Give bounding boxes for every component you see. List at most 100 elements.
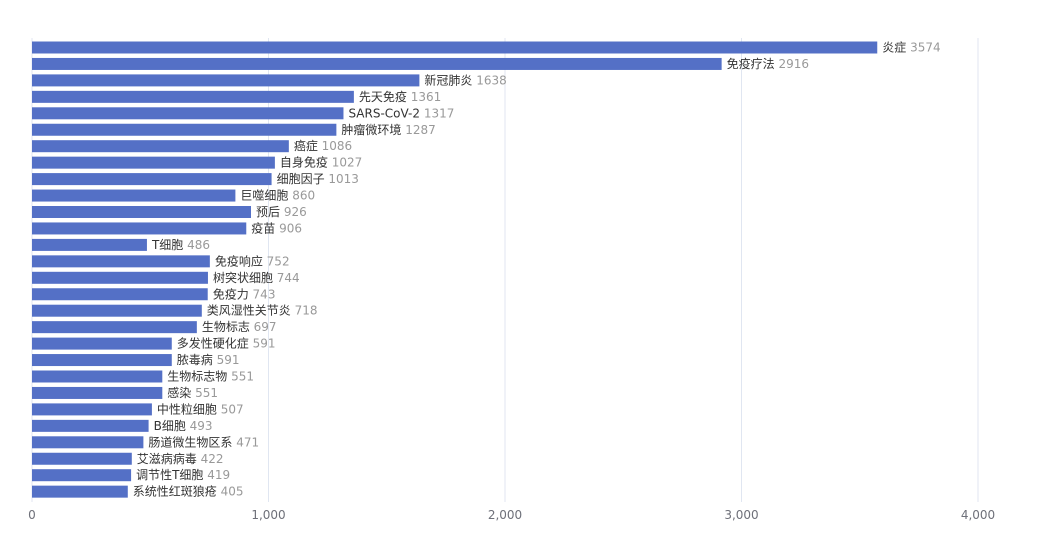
category-label: 类风湿性关节炎 <box>207 303 295 318</box>
bar[interactable] <box>32 354 172 367</box>
value-label: 752 <box>267 254 290 268</box>
bar-labels: 炎症 3574 免疫疗法 2916 新冠肺炎 1638 先天免疫 1361 SARS-C… <box>133 40 941 499</box>
bar[interactable] <box>32 255 210 268</box>
bar-label: SARS-CoV-2 1317 <box>348 106 454 120</box>
category-label: 巨噬细胞 <box>240 188 292 203</box>
bar[interactable] <box>32 304 202 317</box>
bar-label: 巨噬细胞 860 <box>240 188 315 203</box>
value-label: 1361 <box>411 90 442 104</box>
bar[interactable] <box>32 452 132 465</box>
category-label: 多发性硬化症 <box>177 336 253 351</box>
bar-label: 肠道微生物区系 471 <box>148 435 259 449</box>
value-label: 906 <box>279 221 302 235</box>
bar[interactable] <box>32 337 172 350</box>
bar-label: 自身免疫 1027 <box>280 155 362 170</box>
category-label: B细胞 <box>154 419 190 433</box>
category-label: 树突状细胞 <box>213 270 277 285</box>
bar-label: 预后 926 <box>256 205 307 219</box>
category-label: 脓毒病 <box>177 352 217 367</box>
category-label: 生物标志物 <box>167 370 231 384</box>
value-label: 1287 <box>405 123 436 137</box>
category-label: 预后 <box>256 205 284 219</box>
bar-label: T细胞 486 <box>151 238 210 252</box>
category-label: 生物标志 <box>202 320 254 334</box>
category-label: 调节性T细胞 <box>136 468 207 482</box>
bar-label: 调节性T细胞 419 <box>136 468 230 482</box>
category-label: 艾滋病病毒 <box>137 451 201 466</box>
value-label: 2916 <box>778 57 809 71</box>
value-label: 860 <box>292 189 315 203</box>
value-label: 1638 <box>476 73 507 87</box>
category-label: 新冠肺炎 <box>424 72 476 87</box>
category-label: 系统性红斑狼疮 <box>133 484 221 499</box>
x-tick-label: 0 <box>28 508 36 522</box>
bar[interactable] <box>32 140 289 153</box>
category-label: 免疫力 <box>213 286 253 301</box>
value-label: 471 <box>236 435 259 449</box>
bar[interactable] <box>32 321 197 334</box>
bar[interactable] <box>32 189 236 202</box>
bar[interactable] <box>32 436 144 449</box>
category-label: 中性粒细胞 <box>157 401 221 416</box>
bar[interactable] <box>32 173 272 186</box>
x-tick-label: 4,000 <box>961 508 995 522</box>
bar[interactable] <box>32 41 878 54</box>
category-label: 疫苗 <box>251 220 279 235</box>
value-label: 591 <box>217 353 240 367</box>
x-axis-ticks: 0 1,000 2,000 3,000 4,000 <box>28 508 995 522</box>
value-label: 422 <box>201 452 224 466</box>
category-label: 先天免疫 <box>359 89 411 104</box>
category-label: 免疫响应 <box>215 253 267 268</box>
value-label: 551 <box>195 386 218 400</box>
bar-label: 肿瘤微环境 1287 <box>341 122 435 137</box>
bar-label: 免疫响应 752 <box>215 253 290 268</box>
category-label: 肿瘤微环境 <box>341 122 405 137</box>
bar[interactable] <box>32 288 208 301</box>
category-label: SARS-CoV-2 <box>348 106 423 120</box>
value-label: 718 <box>295 304 318 318</box>
bar[interactable] <box>32 206 251 218</box>
bar-label: 脓毒病 591 <box>177 352 240 367</box>
value-label: 3574 <box>910 41 941 55</box>
value-label: 697 <box>254 320 277 334</box>
bar[interactable] <box>32 485 128 498</box>
bar[interactable] <box>32 156 275 169</box>
value-label: 1086 <box>322 139 353 153</box>
bar-label: 生物标志 697 <box>202 320 277 334</box>
bar[interactable] <box>32 74 420 87</box>
bar[interactable] <box>32 370 163 383</box>
category-label: 自身免疫 <box>280 155 332 170</box>
value-label: 926 <box>284 205 307 219</box>
bar-label: 多发性硬化症 591 <box>177 336 276 351</box>
bar-label: 癌症 1086 <box>294 138 352 153</box>
bar[interactable] <box>32 386 163 399</box>
category-label: 细胞因子 <box>277 172 329 186</box>
bar[interactable] <box>32 123 337 136</box>
value-label: 744 <box>277 271 300 285</box>
bar[interactable] <box>32 90 354 103</box>
bar[interactable] <box>32 419 149 432</box>
x-tick-label: 1,000 <box>251 508 285 522</box>
bar[interactable] <box>32 57 722 70</box>
bar[interactable] <box>32 469 132 482</box>
bar-label: 炎症 3574 <box>882 40 940 55</box>
bar[interactable] <box>32 271 208 284</box>
bar[interactable] <box>32 107 344 120</box>
value-label: 493 <box>190 419 213 433</box>
bar[interactable] <box>32 222 247 235</box>
category-label: 免疫疗法 <box>727 56 779 71</box>
bar-label: 系统性红斑狼疮 405 <box>133 484 244 499</box>
bar-label: 树突状细胞 744 <box>213 270 300 285</box>
category-label: T细胞 <box>151 238 187 252</box>
value-label: 551 <box>231 370 254 384</box>
category-label: 肠道微生物区系 <box>148 435 236 449</box>
bar-label: 生物标志物 551 <box>167 370 254 384</box>
value-label: 1027 <box>332 156 363 170</box>
bar-label: 艾滋病病毒 422 <box>137 451 224 466</box>
bar[interactable] <box>32 403 152 416</box>
bar[interactable] <box>32 238 147 251</box>
value-label: 405 <box>221 485 244 499</box>
bar-label: 免疫力 743 <box>213 286 276 301</box>
value-label: 591 <box>253 337 276 351</box>
